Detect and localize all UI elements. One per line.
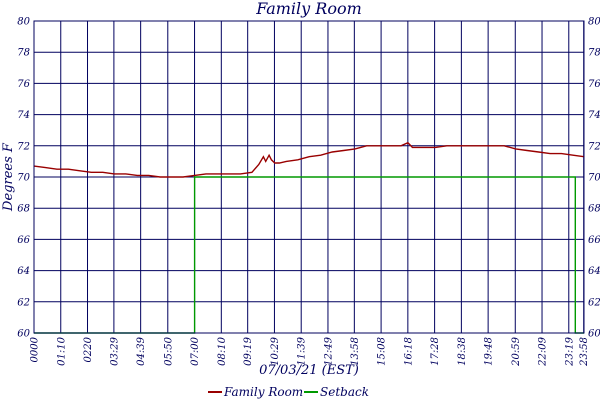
y-tick-label-left: 62 <box>17 297 30 308</box>
y-tick-label-right: 62 <box>588 297 600 308</box>
x-ticks: 0000 01:10 0220 03:29 04:39 05:50 07:00 08:10 09… <box>30 336 591 366</box>
x-tick-label: 0220 <box>83 336 94 362</box>
x-tick-label: 22:09 <box>538 336 549 366</box>
x-tick-label: 03:29 <box>109 336 120 365</box>
x-tick-label: 07:00 <box>190 336 201 365</box>
y-ticks-left: 60 62 64 66 68 70 72 74 76 78 80 <box>17 17 30 340</box>
y-ticks-right: 60 62 64 66 68 70 72 74 76 78 80 <box>588 17 600 340</box>
y-tick-label-left: 76 <box>17 79 30 90</box>
x-tick-label: 04:39 <box>136 336 147 365</box>
plot-frame <box>33 20 585 334</box>
x-tick-label: 11:39 <box>297 336 308 365</box>
y-tick-label-right: 60 <box>588 329 600 340</box>
legend-label-setback: Setback <box>320 385 369 399</box>
x-tick-label: 05:50 <box>163 336 174 365</box>
x-tick-label: 09:19 <box>243 336 254 365</box>
y-tick-label-right: 66 <box>588 235 600 246</box>
y-tick-label-right: 72 <box>588 141 600 152</box>
x-tick-label: 01:10 <box>56 336 67 365</box>
series-group <box>33 141 585 334</box>
y-tick-label-left: 80 <box>17 17 30 28</box>
x-tick-label: 12:49 <box>323 336 334 365</box>
legend-label-family-room: Family Room <box>223 385 303 399</box>
y-tick-label-left: 72 <box>17 141 30 152</box>
x-tick-label: 0000 <box>30 336 41 362</box>
x-tick-label: 23:58 <box>579 337 590 367</box>
x-tick-label: 13:58 <box>350 337 361 366</box>
x-tick-label: 23:19 <box>564 336 575 366</box>
y-tick-label-right: 80 <box>588 17 600 28</box>
y-axis-label: Degrees F <box>1 142 16 212</box>
y-tick-label-right: 74 <box>588 110 600 121</box>
x-tick-label: 16:18 <box>403 337 414 366</box>
x-tick-label: 08:10 <box>217 336 228 365</box>
y-tick-label-left: 64 <box>17 266 30 277</box>
y-tick-label-right: 78 <box>588 48 600 59</box>
chart-title: Family Room <box>255 0 362 18</box>
y-tick-label-left: 70 <box>17 173 30 184</box>
y-tick-label-right: 76 <box>588 79 600 90</box>
x-tick-label: 15:08 <box>377 337 388 366</box>
y-tick-label-left: 78 <box>17 48 30 59</box>
y-tick-label-right: 64 <box>588 266 600 277</box>
y-tick-label-left: 68 <box>17 204 30 215</box>
x-tick-label: 19:48 <box>484 337 495 366</box>
x-tick-label: 20:59 <box>511 336 522 366</box>
y-tick-label-right: 68 <box>588 204 600 215</box>
y-tick-label-left: 66 <box>17 235 30 246</box>
y-tick-label-left: 74 <box>17 110 30 121</box>
series-line-setback <box>34 176 584 334</box>
x-axis-label: 07/03/21 (EST) <box>259 363 359 378</box>
x-tick-label: 18:38 <box>457 337 468 366</box>
x-tick-label: 10:29 <box>270 336 281 365</box>
series-line-family-room <box>33 141 585 178</box>
y-tick-label-left: 60 <box>17 329 30 340</box>
x-tick-label: 17:28 <box>430 337 441 366</box>
legend: Family Room Setback <box>208 385 369 399</box>
y-tick-label-right: 70 <box>588 173 600 184</box>
